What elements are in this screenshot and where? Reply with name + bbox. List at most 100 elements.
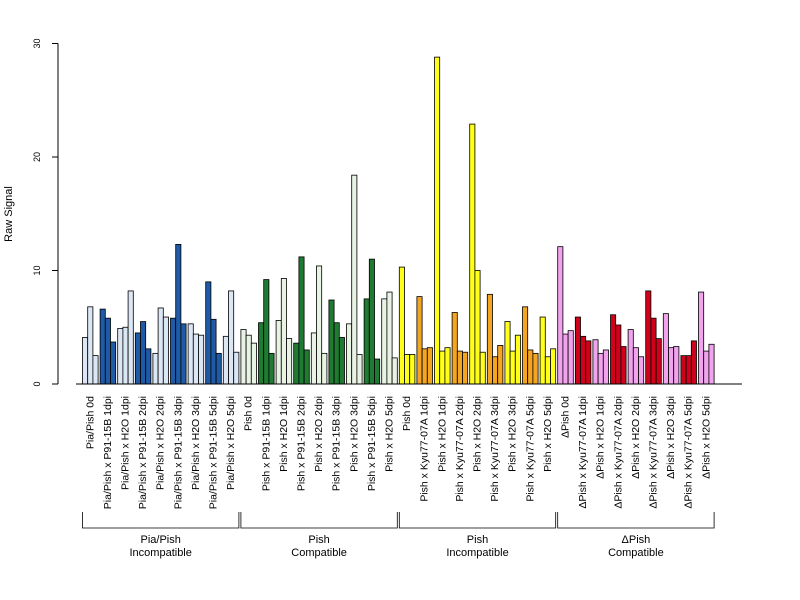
bar xyxy=(514,334,521,385)
bar xyxy=(426,347,433,385)
group-label-line1: ΔPish xyxy=(622,534,651,546)
category-label: ΔPish x Kyu77-07A 2dpi xyxy=(612,396,624,509)
category-labels: Pia/Pish 0d Pia/Pish x P91-15B 1dpi Pia/Pi… xyxy=(84,396,712,509)
bar xyxy=(293,342,300,385)
category-label: Pia/Pish x P91-15B 3dpi xyxy=(172,396,184,509)
bar xyxy=(240,329,247,385)
category-label: Pish x H2O 2dpi xyxy=(472,396,484,472)
bar xyxy=(99,308,106,385)
bar xyxy=(610,314,617,385)
bar xyxy=(258,322,265,385)
bar xyxy=(233,351,240,385)
bar xyxy=(263,279,270,385)
bar xyxy=(310,332,317,385)
category-label: Pish x Kyu77-07A 3dpi xyxy=(489,396,501,502)
bar xyxy=(346,323,353,385)
bar xyxy=(592,339,599,385)
bar xyxy=(87,306,94,385)
category-label: Pia/Pish x H2O 1dpi xyxy=(120,396,132,490)
category-label: Pish x Kyu77-07A 2dpi xyxy=(454,396,466,502)
bar xyxy=(708,343,715,385)
category-label: Pia/Pish x P91-15B 1dpi xyxy=(102,396,114,509)
category-label: Pish x P91-15B 5dpi xyxy=(366,396,378,491)
group-bracket xyxy=(240,512,398,529)
bar xyxy=(439,350,446,385)
bar xyxy=(157,307,164,385)
category-label: Pia/Pish x P91-15B 2dpi xyxy=(137,396,149,509)
y-tick-label: 10 xyxy=(32,265,42,275)
category-label: Pia/Pish x H2O 2dpi xyxy=(155,396,167,490)
category-label: Pish x P91-15B 2dpi xyxy=(296,396,308,491)
bar xyxy=(580,335,587,385)
bar xyxy=(398,266,405,385)
bar xyxy=(145,348,152,385)
category-label: Pish x H2O 3dpi xyxy=(348,396,360,472)
bar xyxy=(391,357,398,385)
category-label: ΔPish x H2O 5dpi xyxy=(700,396,712,479)
category-label: Pish x H2O 1dpi xyxy=(436,396,448,472)
y-tick-label: 0 xyxy=(32,381,42,386)
y-tick-label: 20 xyxy=(32,152,42,162)
bar xyxy=(368,258,375,385)
bar xyxy=(522,306,529,385)
category-label: Pish 0d xyxy=(401,396,413,431)
bar xyxy=(409,354,416,385)
bar xyxy=(92,355,99,385)
category-label: ΔPish x Kyu77-07A 5dpi xyxy=(683,396,695,509)
bar xyxy=(117,327,124,385)
bar xyxy=(228,290,235,385)
bar xyxy=(469,123,476,385)
bar xyxy=(280,278,287,385)
bar xyxy=(497,345,504,385)
bar xyxy=(451,312,458,385)
bar xyxy=(492,356,499,385)
bar xyxy=(574,316,581,385)
category-label: Pish x Kyu77-07A 5dpi xyxy=(524,396,536,502)
bar xyxy=(680,355,687,385)
group-label-line1: Pish xyxy=(308,534,329,546)
bars xyxy=(82,56,715,385)
bar xyxy=(597,352,604,385)
category-label: ΔPish 0d xyxy=(560,396,572,438)
bar xyxy=(162,316,169,385)
bar xyxy=(187,323,194,385)
category-label: Pish x H2O 5dpi xyxy=(384,396,396,472)
group-label-line2: Incompatible xyxy=(446,547,508,559)
group-label-line2: Incompatible xyxy=(130,547,192,559)
bar xyxy=(645,290,652,385)
bar xyxy=(316,265,323,385)
bar xyxy=(479,351,486,385)
group-bracket xyxy=(82,512,240,529)
group-label-line2: Compatible xyxy=(608,547,664,559)
category-label: Pish 0d xyxy=(243,396,255,431)
bar xyxy=(444,347,451,385)
bar xyxy=(298,256,305,385)
bar xyxy=(562,333,569,385)
bar xyxy=(557,246,564,385)
y-axis: 0 10 20 30 xyxy=(32,38,59,387)
bar xyxy=(627,329,634,385)
category-label: Pia/Pish 0d xyxy=(84,396,96,449)
category-label: ΔPish x Kyu77-07A 3dpi xyxy=(648,396,660,509)
bar xyxy=(286,338,293,385)
bar xyxy=(205,281,212,385)
category-label: Pish x H2O 3dpi xyxy=(507,396,519,472)
bar xyxy=(434,56,441,385)
bar xyxy=(104,317,111,385)
bar xyxy=(250,342,257,385)
bar xyxy=(698,291,705,385)
category-label: ΔPish x H2O 3dpi xyxy=(665,396,677,479)
bar xyxy=(180,323,187,385)
bar xyxy=(416,296,423,385)
group-bracket xyxy=(557,512,715,529)
category-label: Pish x H2O 1dpi xyxy=(278,396,290,472)
category-label: Pish x P91-15B 3dpi xyxy=(331,396,343,491)
bar xyxy=(585,340,592,385)
bar xyxy=(82,337,89,385)
category-label: Pish x H2O 2dpi xyxy=(313,396,325,472)
bar xyxy=(567,330,574,385)
category-label: Pia/Pish x H2O 5dpi xyxy=(225,396,237,490)
bar xyxy=(456,350,463,385)
y-axis-label: Raw Signal xyxy=(3,186,15,242)
